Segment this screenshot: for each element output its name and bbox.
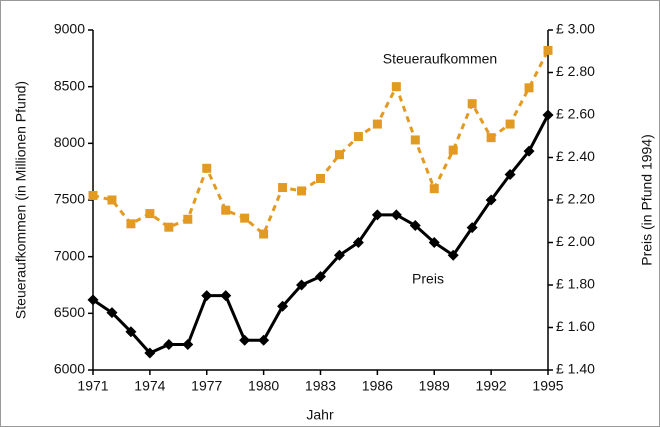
marker — [467, 99, 477, 109]
marker — [316, 173, 325, 183]
marker — [353, 132, 363, 142]
marker — [126, 219, 136, 229]
y2-tick-label: £ 3.00 — [556, 21, 595, 37]
marker — [448, 145, 458, 155]
marker — [429, 184, 439, 194]
marker — [221, 205, 231, 215]
marker — [296, 279, 308, 291]
marker — [390, 209, 402, 221]
y-tick-label: 8500 — [54, 77, 85, 93]
marker — [428, 237, 440, 248]
marker — [202, 163, 212, 173]
y2-tick-label: £ 1.80 — [556, 276, 595, 292]
marker — [125, 326, 137, 338]
x-tick-label: 1974 — [134, 378, 165, 394]
y2-tick-label: £ 2.60 — [556, 106, 595, 122]
x-tick-label: 1983 — [305, 378, 336, 394]
marker — [163, 339, 175, 350]
y2-tick-label: £ 2.00 — [556, 233, 595, 249]
marker — [277, 300, 289, 312]
marker — [391, 82, 401, 92]
marker — [447, 249, 459, 261]
marker — [201, 290, 213, 302]
marker — [259, 229, 269, 239]
marker — [182, 339, 194, 350]
y2-tick-label: £ 2.40 — [556, 148, 595, 164]
y2-tick-label: £ 2.20 — [556, 191, 595, 207]
marker — [333, 249, 345, 261]
series-label: Preis — [412, 271, 444, 287]
y-tick-label: 6000 — [54, 361, 85, 377]
x-tick-label: 1986 — [362, 378, 393, 394]
marker — [371, 209, 383, 221]
y2-tick-label: £ 1.60 — [556, 318, 595, 334]
marker — [466, 222, 478, 234]
series-label: Steueraufkommen — [383, 51, 497, 67]
y-tick-label: 7500 — [54, 191, 85, 207]
marker — [278, 183, 288, 193]
marker — [164, 222, 174, 232]
marker — [220, 290, 232, 302]
y2-tick-label: £ 2.80 — [556, 63, 595, 79]
marker — [334, 150, 344, 160]
marker — [523, 145, 535, 157]
marker — [144, 347, 156, 359]
x-tick-label: 1989 — [419, 378, 450, 394]
marker — [504, 169, 516, 180]
marker — [486, 133, 496, 143]
marker — [297, 186, 307, 196]
marker — [505, 119, 515, 129]
marker — [543, 45, 553, 55]
x-tick-label: 1980 — [248, 378, 279, 394]
marker — [258, 334, 270, 346]
y-tick-label: 9000 — [54, 21, 85, 37]
y2-tick-label: £ 1.40 — [556, 361, 595, 377]
x-tick-label: 1995 — [532, 378, 563, 394]
marker — [409, 220, 421, 231]
x-tick-label: 1977 — [191, 378, 222, 394]
y-axis-label: Steueraufkommen (in Millionen Pfund) — [13, 81, 29, 319]
marker — [145, 209, 155, 219]
marker — [542, 109, 554, 121]
marker — [107, 195, 117, 205]
marker — [352, 237, 364, 248]
marker — [524, 83, 534, 93]
marker — [485, 194, 497, 206]
y-tick-label: 8000 — [54, 134, 85, 150]
marker — [315, 271, 326, 282]
y-tick-label: 6500 — [54, 304, 85, 320]
marker — [87, 294, 99, 306]
marker — [240, 213, 250, 223]
marker — [410, 135, 420, 145]
y2-axis-label: Preis (in Pfund 1994) — [639, 134, 655, 266]
marker — [239, 334, 251, 346]
marker — [183, 214, 193, 224]
marker — [372, 119, 382, 129]
x-tick-label: 1992 — [476, 378, 507, 394]
y-tick-label: 7000 — [54, 247, 85, 263]
marker — [106, 307, 118, 319]
x-tick-label: 1971 — [77, 378, 108, 394]
marker — [88, 190, 98, 200]
x-axis-label: Jahr — [306, 407, 334, 423]
